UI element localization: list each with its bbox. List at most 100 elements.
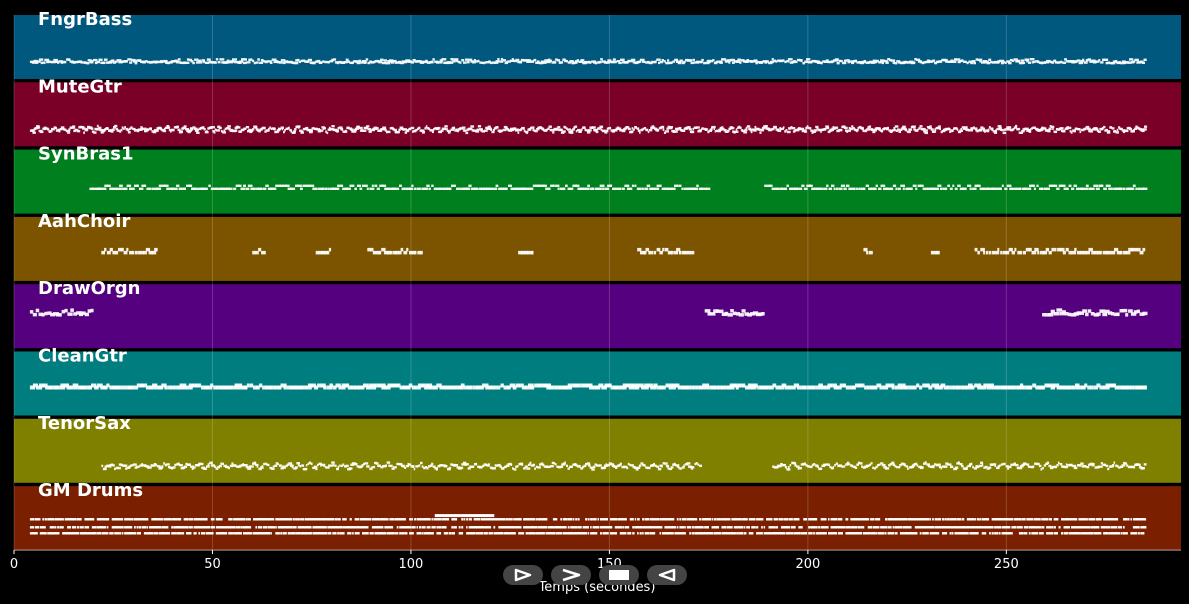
note-synbras1: [1011, 187, 1015, 190]
note-gm-drums: [176, 526, 181, 529]
note-gm-drums: [714, 518, 717, 521]
note-fngrbass: [898, 61, 902, 64]
note-aahchoir: [868, 250, 873, 255]
note-mutegtr: [743, 131, 748, 134]
note-gm-drums: [917, 526, 921, 529]
note-gm-drums: [600, 518, 603, 521]
note-tenorsax: [583, 464, 587, 468]
note-gm-drums: [314, 532, 320, 535]
note-gm-drums: [1132, 518, 1138, 521]
note-mutegtr: [928, 126, 932, 130]
note-mutegtr: [809, 127, 812, 130]
note-gm-drums: [808, 518, 813, 521]
note-gm-drums: [924, 532, 928, 535]
note-mutegtr: [508, 129, 513, 132]
note-gm-drums: [684, 526, 686, 529]
forward-button[interactable]: [551, 565, 591, 585]
note-gm-drums: [657, 518, 660, 521]
note-gm-drums: [850, 526, 854, 529]
note-synbras1: [836, 187, 839, 190]
note-gm-drums: [914, 518, 918, 521]
note-tenorsax: [867, 464, 870, 468]
note-gm-drums: [1004, 518, 1009, 521]
note-mutegtr: [733, 131, 736, 134]
note-aahchoir: [118, 247, 123, 252]
note-tenorsax: [494, 464, 497, 467]
note-tenorsax: [635, 468, 639, 471]
rewind-button[interactable]: [647, 565, 687, 585]
note-fngrbass: [746, 59, 750, 62]
note-synbras1: [245, 187, 250, 190]
note-fngrbass: [524, 59, 530, 62]
note-tenorsax: [307, 462, 310, 465]
note-mutegtr: [902, 125, 906, 128]
note-gm-drums: [434, 514, 495, 518]
note-mutegtr: [608, 127, 610, 130]
note-mutegtr: [956, 128, 959, 131]
note-gm-drums: [850, 518, 855, 521]
note-tenorsax: [402, 465, 405, 468]
note-gm-drums: [262, 526, 268, 529]
play-button[interactable]: [503, 565, 543, 585]
note-cleangtr: [1130, 385, 1134, 390]
note-gm-drums: [163, 518, 169, 521]
stop-button[interactable]: [599, 565, 639, 585]
note-gm-drums: [922, 526, 926, 529]
note-gm-drums: [47, 518, 52, 521]
note-tenorsax: [171, 467, 174, 470]
note-gm-drums: [443, 532, 448, 535]
note-fngrbass: [728, 61, 731, 64]
note-aahchoir: [526, 250, 530, 255]
note-gm-drums: [334, 532, 337, 535]
note-mutegtr: [136, 129, 140, 133]
note-synbras1: [604, 187, 609, 190]
note-mutegtr: [188, 129, 192, 132]
note-gm-drums: [364, 526, 369, 529]
note-gm-drums: [815, 518, 818, 521]
note-synbras1: [1115, 187, 1121, 190]
note-synbras1: [252, 187, 256, 190]
note-synbras1: [151, 187, 154, 190]
note-tenorsax: [1002, 462, 1005, 466]
note-fngrbass: [233, 60, 236, 64]
note-fngrbass: [784, 60, 787, 64]
note-gm-drums: [245, 532, 249, 535]
note-draworgn: [1133, 310, 1138, 314]
note-fngrbass: [957, 60, 961, 64]
note-mutegtr: [843, 126, 848, 130]
note-aahchoir: [974, 247, 978, 252]
note-gm-drums: [823, 518, 827, 521]
note-mutegtr: [1095, 128, 1099, 131]
note-mutegtr: [242, 128, 244, 132]
note-fngrbass: [732, 61, 735, 64]
note-cleangtr: [81, 385, 86, 390]
note-gm-drums: [862, 526, 865, 529]
note-gm-drums: [493, 526, 496, 529]
note-fngrbass: [656, 58, 661, 61]
note-gm-drums: [919, 518, 924, 521]
note-gm-drums: [225, 532, 228, 535]
note-tenorsax: [280, 467, 284, 470]
note-synbras1: [391, 187, 396, 190]
note-cleangtr: [1105, 383, 1112, 388]
note-gm-drums: [463, 518, 466, 521]
note-mutegtr: [564, 126, 567, 129]
note-gm-drums: [391, 518, 394, 521]
note-tenorsax: [654, 464, 657, 467]
note-mutegtr: [606, 127, 609, 130]
note-tenorsax: [435, 468, 438, 471]
note-fngrbass: [670, 61, 673, 64]
note-fngrbass: [511, 58, 514, 61]
note-fngrbass: [315, 60, 319, 63]
note-gm-drums: [1123, 526, 1125, 529]
note-gm-drums: [188, 518, 193, 521]
note-gm-drums: [416, 526, 419, 529]
note-tenorsax: [523, 467, 526, 470]
note-mutegtr: [904, 128, 907, 132]
note-tenorsax: [524, 465, 528, 468]
note-fngrbass: [75, 60, 79, 64]
note-gm-drums: [505, 526, 511, 529]
note-fngrbass: [952, 60, 957, 63]
note-fngrbass: [594, 61, 598, 65]
note-draworgn: [1110, 312, 1115, 316]
